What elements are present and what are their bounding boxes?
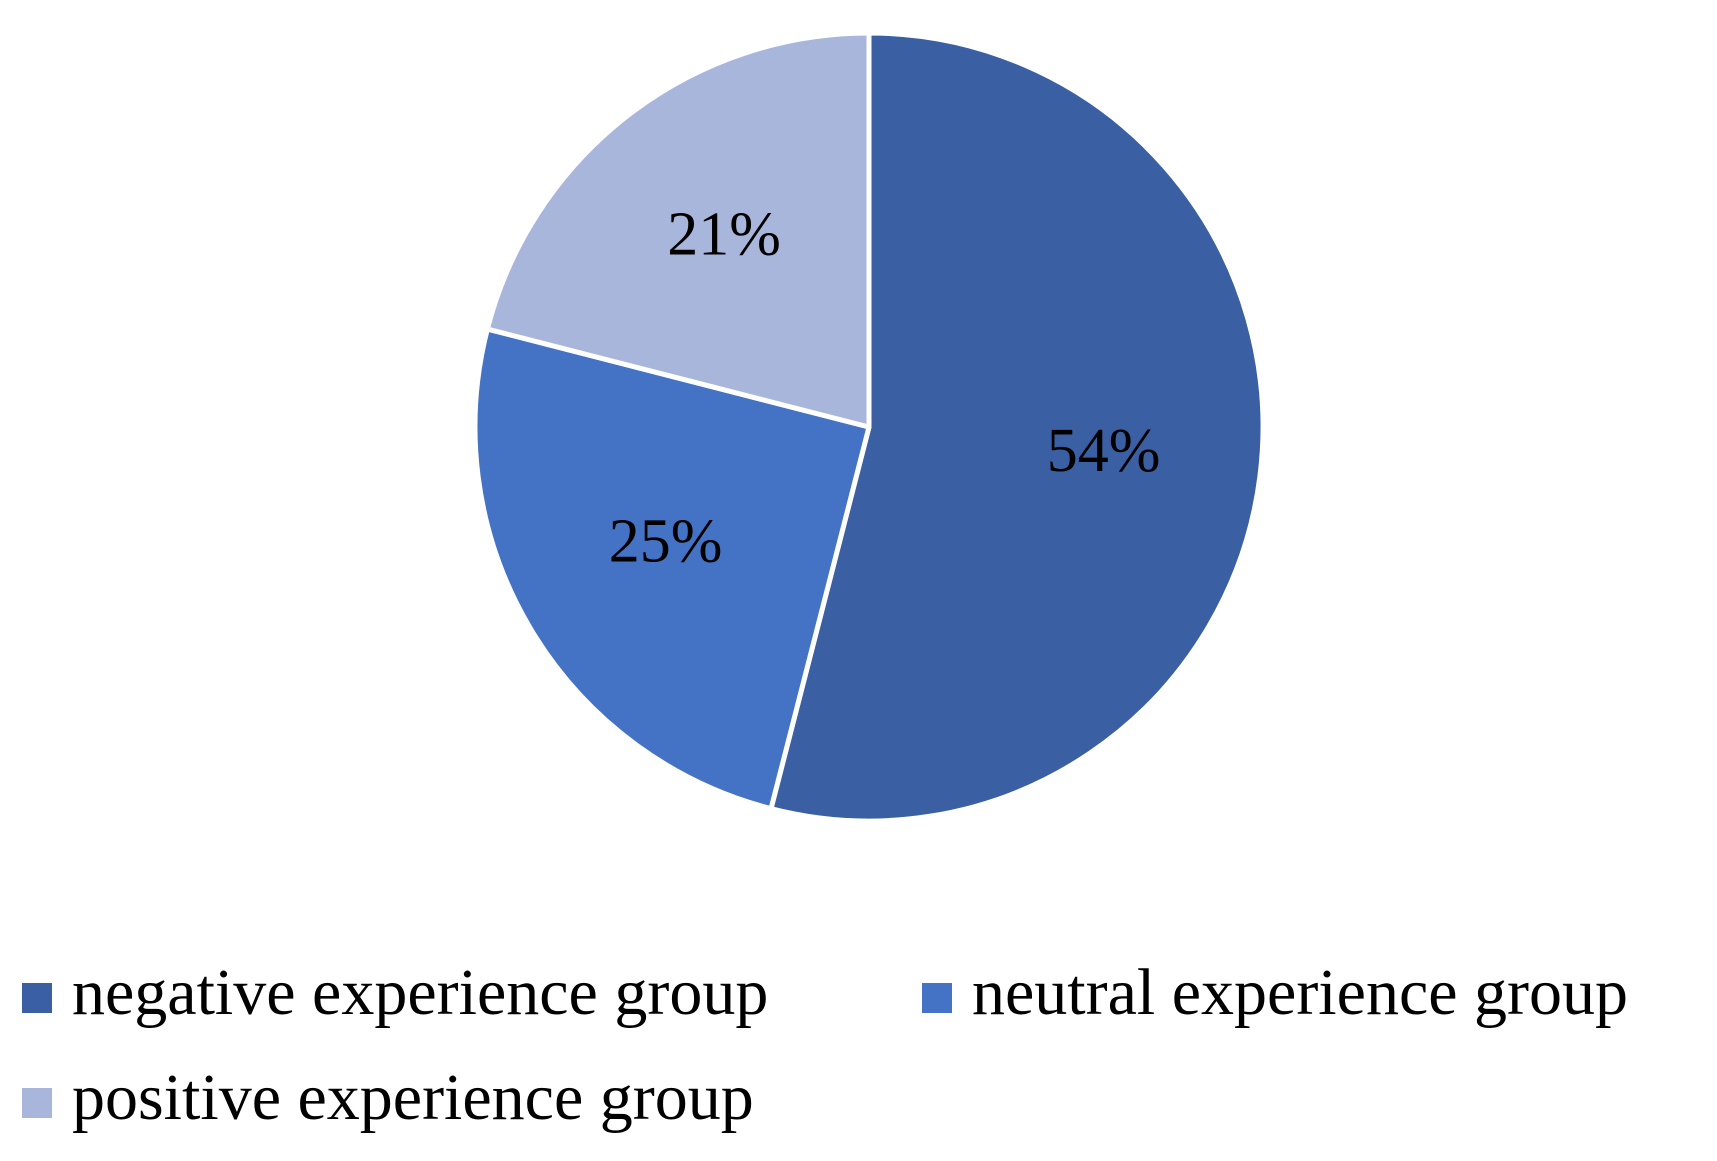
legend-swatch <box>22 983 52 1013</box>
data-label: 25% <box>609 508 723 576</box>
data-label: 54% <box>1047 417 1161 485</box>
legend-label: negative experience group <box>72 956 768 1029</box>
legend-label: neutral experience group <box>972 956 1628 1029</box>
pie-slice <box>768 30 1266 824</box>
pie-slice <box>472 326 872 812</box>
data-label: 21% <box>667 200 781 268</box>
legend-swatch <box>22 1088 52 1118</box>
legend-swatch <box>922 983 952 1013</box>
legend-label: positive experience group <box>72 1061 754 1134</box>
pie-slice <box>484 30 872 430</box>
